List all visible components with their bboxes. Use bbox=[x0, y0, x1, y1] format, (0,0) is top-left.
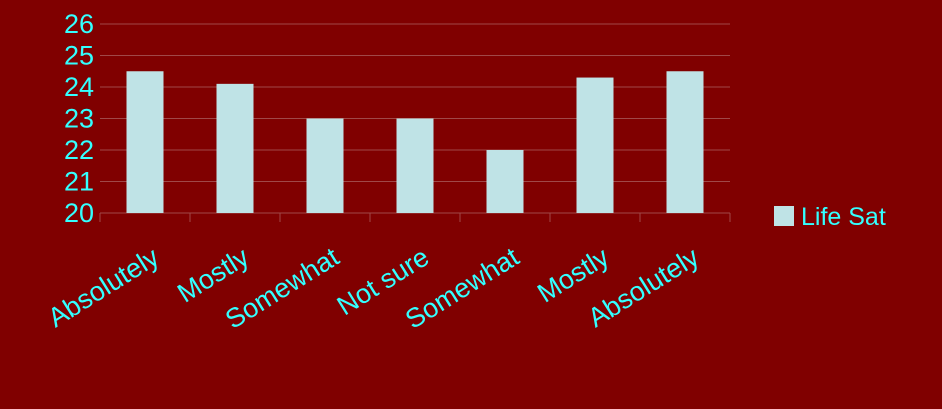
y-tick-label: 22 bbox=[64, 135, 94, 165]
bar bbox=[126, 71, 164, 213]
legend: Life Sat bbox=[774, 203, 886, 231]
bar bbox=[396, 118, 434, 213]
bar bbox=[216, 83, 254, 213]
bars bbox=[126, 71, 704, 213]
y-tick-label: 24 bbox=[64, 72, 94, 102]
bar bbox=[306, 118, 344, 213]
legend-swatch bbox=[774, 206, 794, 226]
y-tick-label: 21 bbox=[64, 167, 94, 197]
legend-label: Life Sat bbox=[801, 203, 886, 231]
y-tick-label: 26 bbox=[64, 9, 94, 39]
bar bbox=[666, 71, 704, 213]
y-tick-label: 25 bbox=[64, 41, 94, 71]
bar bbox=[576, 77, 614, 213]
y-tick-label: 20 bbox=[64, 198, 94, 228]
gridlines bbox=[99, 23, 731, 222]
bar bbox=[486, 150, 524, 213]
y-tick-label: 23 bbox=[64, 104, 94, 134]
x-tick-label: Absolutely bbox=[43, 241, 165, 333]
